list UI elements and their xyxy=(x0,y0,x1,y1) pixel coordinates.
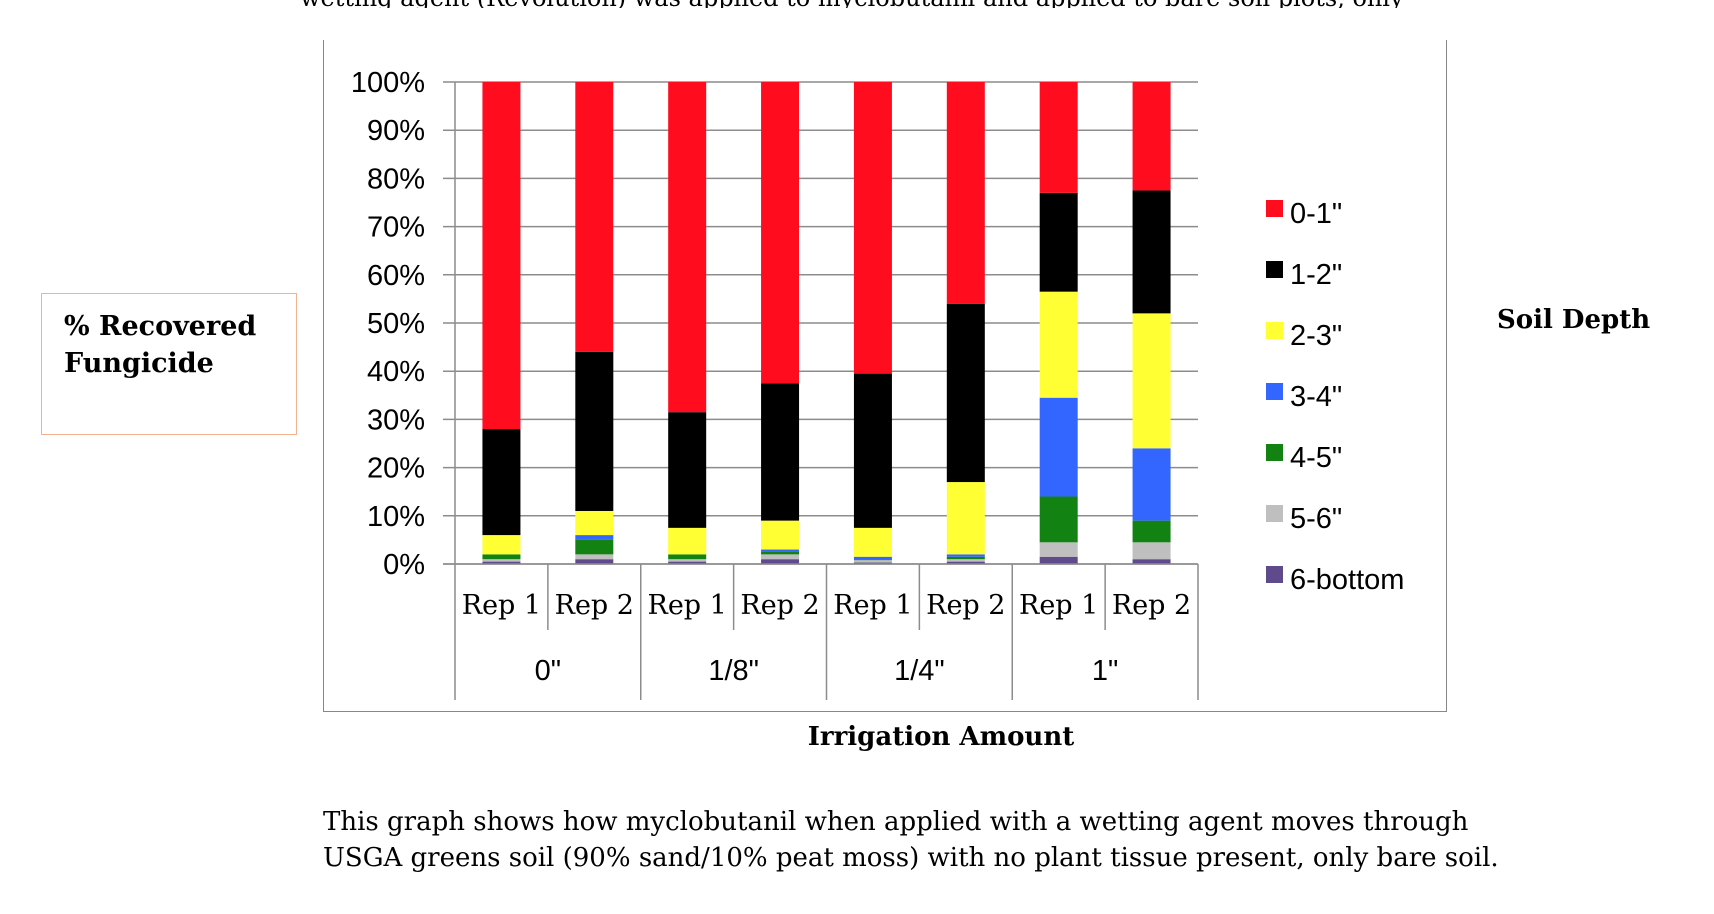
bar-segment xyxy=(853,527,892,557)
cropped-header-text: wetting agent (Revolution) was applied t… xyxy=(300,0,1500,8)
bar-segment xyxy=(946,561,985,564)
bar-segment xyxy=(1039,397,1078,497)
bar-segment xyxy=(761,520,800,550)
bar-segment xyxy=(575,559,614,564)
bar-segment xyxy=(668,561,707,564)
x-tick-label: Rep 2 xyxy=(555,590,634,621)
y-tick-label: 10% xyxy=(367,501,425,533)
bar-segment xyxy=(946,559,985,562)
bar-segment xyxy=(1132,82,1171,191)
bar-segment xyxy=(946,554,985,557)
bar-segment xyxy=(853,560,892,563)
x-tick-label: Rep 2 xyxy=(1112,590,1191,621)
bar-segment xyxy=(761,383,800,521)
legend-label: 6-bottom xyxy=(1290,564,1404,596)
bar-segment xyxy=(1039,291,1078,398)
bar-segment xyxy=(1039,82,1078,193)
bar-segment xyxy=(761,559,800,564)
bar-segment xyxy=(853,82,892,374)
legend-title: Soil Depth xyxy=(1497,305,1651,335)
caption-line-1: This graph shows how myclobutanil when a… xyxy=(323,807,1469,837)
legend-label: 4-5" xyxy=(1290,442,1342,474)
bar-segment xyxy=(946,82,985,304)
y-tick-label: 90% xyxy=(367,115,425,147)
bar-segment xyxy=(575,82,614,352)
figure-caption: This graph shows how myclobutanil when a… xyxy=(323,804,1623,876)
legend-swatch xyxy=(1266,444,1283,461)
x-group-label: 1" xyxy=(1092,655,1118,687)
bar-segment xyxy=(482,535,521,555)
y-tick-label: 80% xyxy=(367,163,425,195)
bar-segment xyxy=(482,559,521,562)
bar-segment xyxy=(761,554,800,560)
bar-segment xyxy=(761,82,800,384)
bar-segment xyxy=(1039,496,1078,543)
legend-label: 1-2" xyxy=(1290,259,1342,291)
bar-segment xyxy=(853,556,892,560)
bar-segment xyxy=(575,351,614,511)
bar-segment xyxy=(575,535,614,540)
bar-segment xyxy=(575,510,614,536)
legend-label: 3-4" xyxy=(1290,381,1342,413)
bar-segment xyxy=(575,539,614,555)
y-tick-label: 70% xyxy=(367,212,425,244)
bar-segment xyxy=(668,554,707,560)
bar-segment xyxy=(853,559,892,561)
bar-segment xyxy=(853,373,892,528)
legend-swatch xyxy=(1266,383,1283,400)
bar-segment xyxy=(1132,559,1171,564)
bar-segment xyxy=(482,561,521,564)
bar-segment xyxy=(1039,556,1078,564)
bar-segment xyxy=(482,429,521,536)
bar-segment xyxy=(1132,542,1171,560)
legend-label: 5-6" xyxy=(1290,503,1342,535)
bar-segment xyxy=(668,527,707,555)
bar-segment xyxy=(482,554,521,560)
legend-swatch xyxy=(1266,322,1283,339)
y-tick-label: 100% xyxy=(351,67,425,99)
bar-segment xyxy=(1132,313,1171,449)
x-group-label: 0" xyxy=(535,655,561,687)
legend-label: 0-1" xyxy=(1290,198,1342,230)
legend-swatch xyxy=(1266,200,1283,217)
bar-segment xyxy=(946,556,985,560)
x-group-label: 1/4" xyxy=(894,655,945,687)
y-tick-label: 40% xyxy=(367,356,425,388)
bar-segment xyxy=(668,559,707,562)
bar-segment xyxy=(575,554,614,560)
x-tick-label: Rep 1 xyxy=(833,590,912,621)
bar-segment xyxy=(668,82,707,413)
x-group-label: 1/8" xyxy=(708,655,759,687)
legend-label: 2-3" xyxy=(1290,320,1342,352)
bar-segment xyxy=(1132,448,1171,521)
legend-swatch xyxy=(1266,261,1283,278)
chart-frame xyxy=(323,40,1447,712)
bar-segment xyxy=(946,303,985,483)
y-tick-label: 60% xyxy=(367,260,425,292)
bar-segment xyxy=(1039,192,1078,292)
legend-swatch xyxy=(1266,505,1283,522)
y-axis-label: % Recovered Fungicide xyxy=(41,293,297,435)
x-tick-label: Rep 1 xyxy=(1019,590,1098,621)
bar-segment xyxy=(1132,520,1171,543)
x-tick-label: Rep 1 xyxy=(462,590,541,621)
bar-segment xyxy=(761,549,800,552)
x-tick-label: Rep 2 xyxy=(926,590,1005,621)
x-tick-label: Rep 1 xyxy=(648,590,727,621)
x-axis-label: Irrigation Amount xyxy=(807,722,1075,752)
bar-segment xyxy=(668,412,707,528)
bar-segment xyxy=(761,551,800,555)
bar-segment xyxy=(482,82,521,430)
bar-segment xyxy=(1132,190,1171,314)
y-tick-label: 50% xyxy=(367,308,425,340)
y-tick-label: 20% xyxy=(367,453,425,485)
bar-segment xyxy=(1039,542,1078,557)
caption-line-2: USGA greens soil (90% sand/10% peat moss… xyxy=(323,843,1499,873)
bar-segment xyxy=(946,482,985,555)
legend-swatch xyxy=(1266,566,1283,583)
x-tick-label: Rep 2 xyxy=(740,590,819,621)
y-tick-label: 0% xyxy=(383,549,425,581)
y-tick-label: 30% xyxy=(367,404,425,436)
